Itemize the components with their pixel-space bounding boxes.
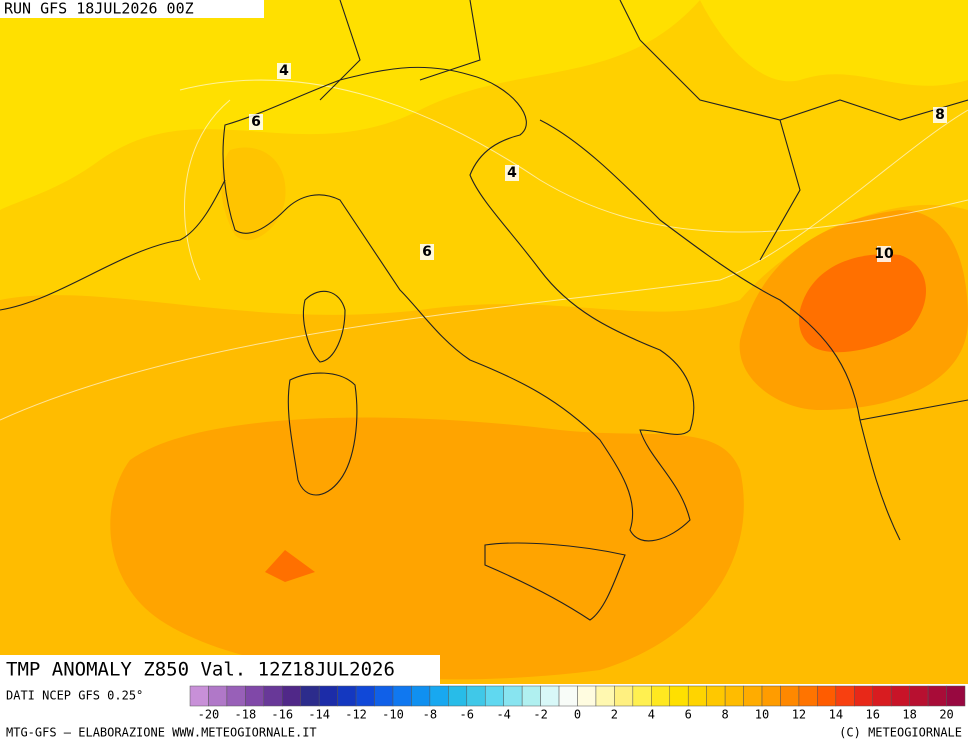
colorbar-swatch [614,685,634,707]
colorbar-swatch [282,685,301,707]
map-field [0,0,968,684]
colorbar-tick-label: 12 [792,708,806,722]
colorbar-tick-label: 6 [685,708,692,722]
colorbar-swatch [263,685,283,707]
colorbar-swatch [798,685,818,707]
colorbar-swatch [355,685,375,707]
contour-label-bg [249,114,263,130]
colorbar-swatch [484,685,504,707]
colorbar-swatch [300,685,320,707]
run-label: RUN GFS 18JUL2026 00Z [4,0,194,18]
contour-label-bg [877,246,891,262]
colorbar-tick-label: 10 [755,708,769,722]
colorbar-swatch [669,685,689,707]
contour-label-bg [277,63,291,79]
contour-label-bg [933,107,947,123]
colorbar-tick-label: -6 [460,708,474,722]
colorbar-tick-label: 20 [939,708,953,722]
colorbar-tick-label: -18 [235,708,257,722]
colorbar-swatch [909,685,929,707]
colorbar-swatch [595,685,615,707]
colorbar-swatch [687,685,707,707]
contour-label: 4 [279,63,289,79]
contour-label: 4 [507,165,517,181]
colorbar-swatch [724,685,744,707]
colorbar-swatch [743,685,763,707]
colorbar-swatch [226,685,246,707]
colorbar-tick-label: -8 [423,708,437,722]
colorbar-tick-label: -14 [308,708,330,722]
run-box [0,0,264,18]
colorbar-swatch [927,685,947,707]
colorbar-swatch [558,685,578,707]
contour-label-bg [505,165,519,181]
source-label: DATI NCEP GFS 0.25° [6,689,143,703]
colorbar-swatch [521,685,541,707]
colorbar-swatch [466,685,486,707]
colorbar-tick-label: 18 [902,708,916,722]
colorbar-swatch [208,685,228,707]
colorbar-tick-label: 16 [866,708,880,722]
colorbar-swatch [577,685,597,707]
colorbar: -20 -18 -16 -14 -12 -10 -8 -6 -4 -2 0 2 4 6 8 10 12 14 16 1… [189,685,966,722]
contour-label: 8 [935,107,945,123]
colorbar-swatch [890,685,910,707]
colorbar-tick-label: 2 [611,708,618,722]
colorbar-tick-label: 8 [722,708,729,722]
colorbar-tick-label: -12 [345,708,367,722]
title-box [0,655,440,684]
colorbar-swatch [448,685,468,707]
colorbar-swatch [780,685,800,707]
colorbar-tick-label: 0 [574,708,581,722]
map-title: TMP ANOMALY Z850 Val. 12Z18JUL2026 [6,659,395,681]
colorbar-swatch [817,685,837,707]
contour-label: 6 [251,114,261,130]
contour-label: 10 [874,246,894,262]
colorbar-swatch [872,685,892,707]
contour-label: 6 [422,244,432,260]
colorbar-swatch [245,685,265,707]
colorbar-swatch [411,685,431,707]
colorbar-swatch [706,685,726,707]
colorbar-swatch [337,685,357,707]
colorbar-swatch [761,685,781,707]
colorbar-swatch [318,685,338,707]
colorbar-tick-label: -20 [198,708,220,722]
contour-label-bg [420,244,434,260]
colorbar-swatch [540,685,560,707]
colorbar-swatch [854,685,873,707]
colorbar-swatch [429,685,449,707]
colorbar-tick-label: 14 [829,708,843,722]
colorbar-swatch [632,685,652,707]
colorbar-tick-label: -4 [496,708,510,722]
colorbar-tick-label: -2 [533,708,547,722]
colorbar-swatch [189,685,209,707]
colorbar-swatch [946,685,966,707]
colorbar-tick-label: -10 [382,708,404,722]
colorbar-swatch [503,685,523,707]
colorbar-tick-label: -16 [271,708,293,722]
contour-labels: 4 6 4 6 8 10 [249,63,947,262]
footer-right: (C) METEOGIORNALE [839,726,962,740]
colorbar-tick-label: 4 [648,708,655,722]
colorbar-swatch [835,685,855,707]
footer-left: MTG-GFS — ELABORAZIONE WWW.METEOGIORNALE… [6,726,317,740]
colorbar-swatch [374,685,394,707]
colorbar-swatch [392,685,412,707]
colorbar-swatch [651,685,671,707]
